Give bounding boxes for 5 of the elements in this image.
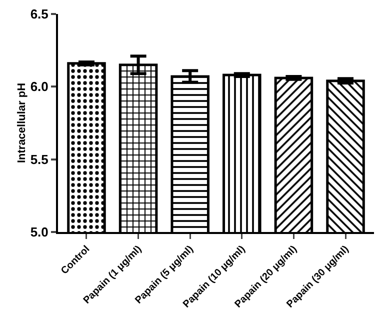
y-tick-label: 5.5: [30, 152, 48, 167]
y-axis-title: Intracellular pH: [16, 82, 28, 164]
y-tick-label: 5.0: [30, 224, 48, 240]
y-tick-label: 6.5: [30, 6, 48, 22]
y-tick-label: 6.0: [30, 79, 48, 94]
